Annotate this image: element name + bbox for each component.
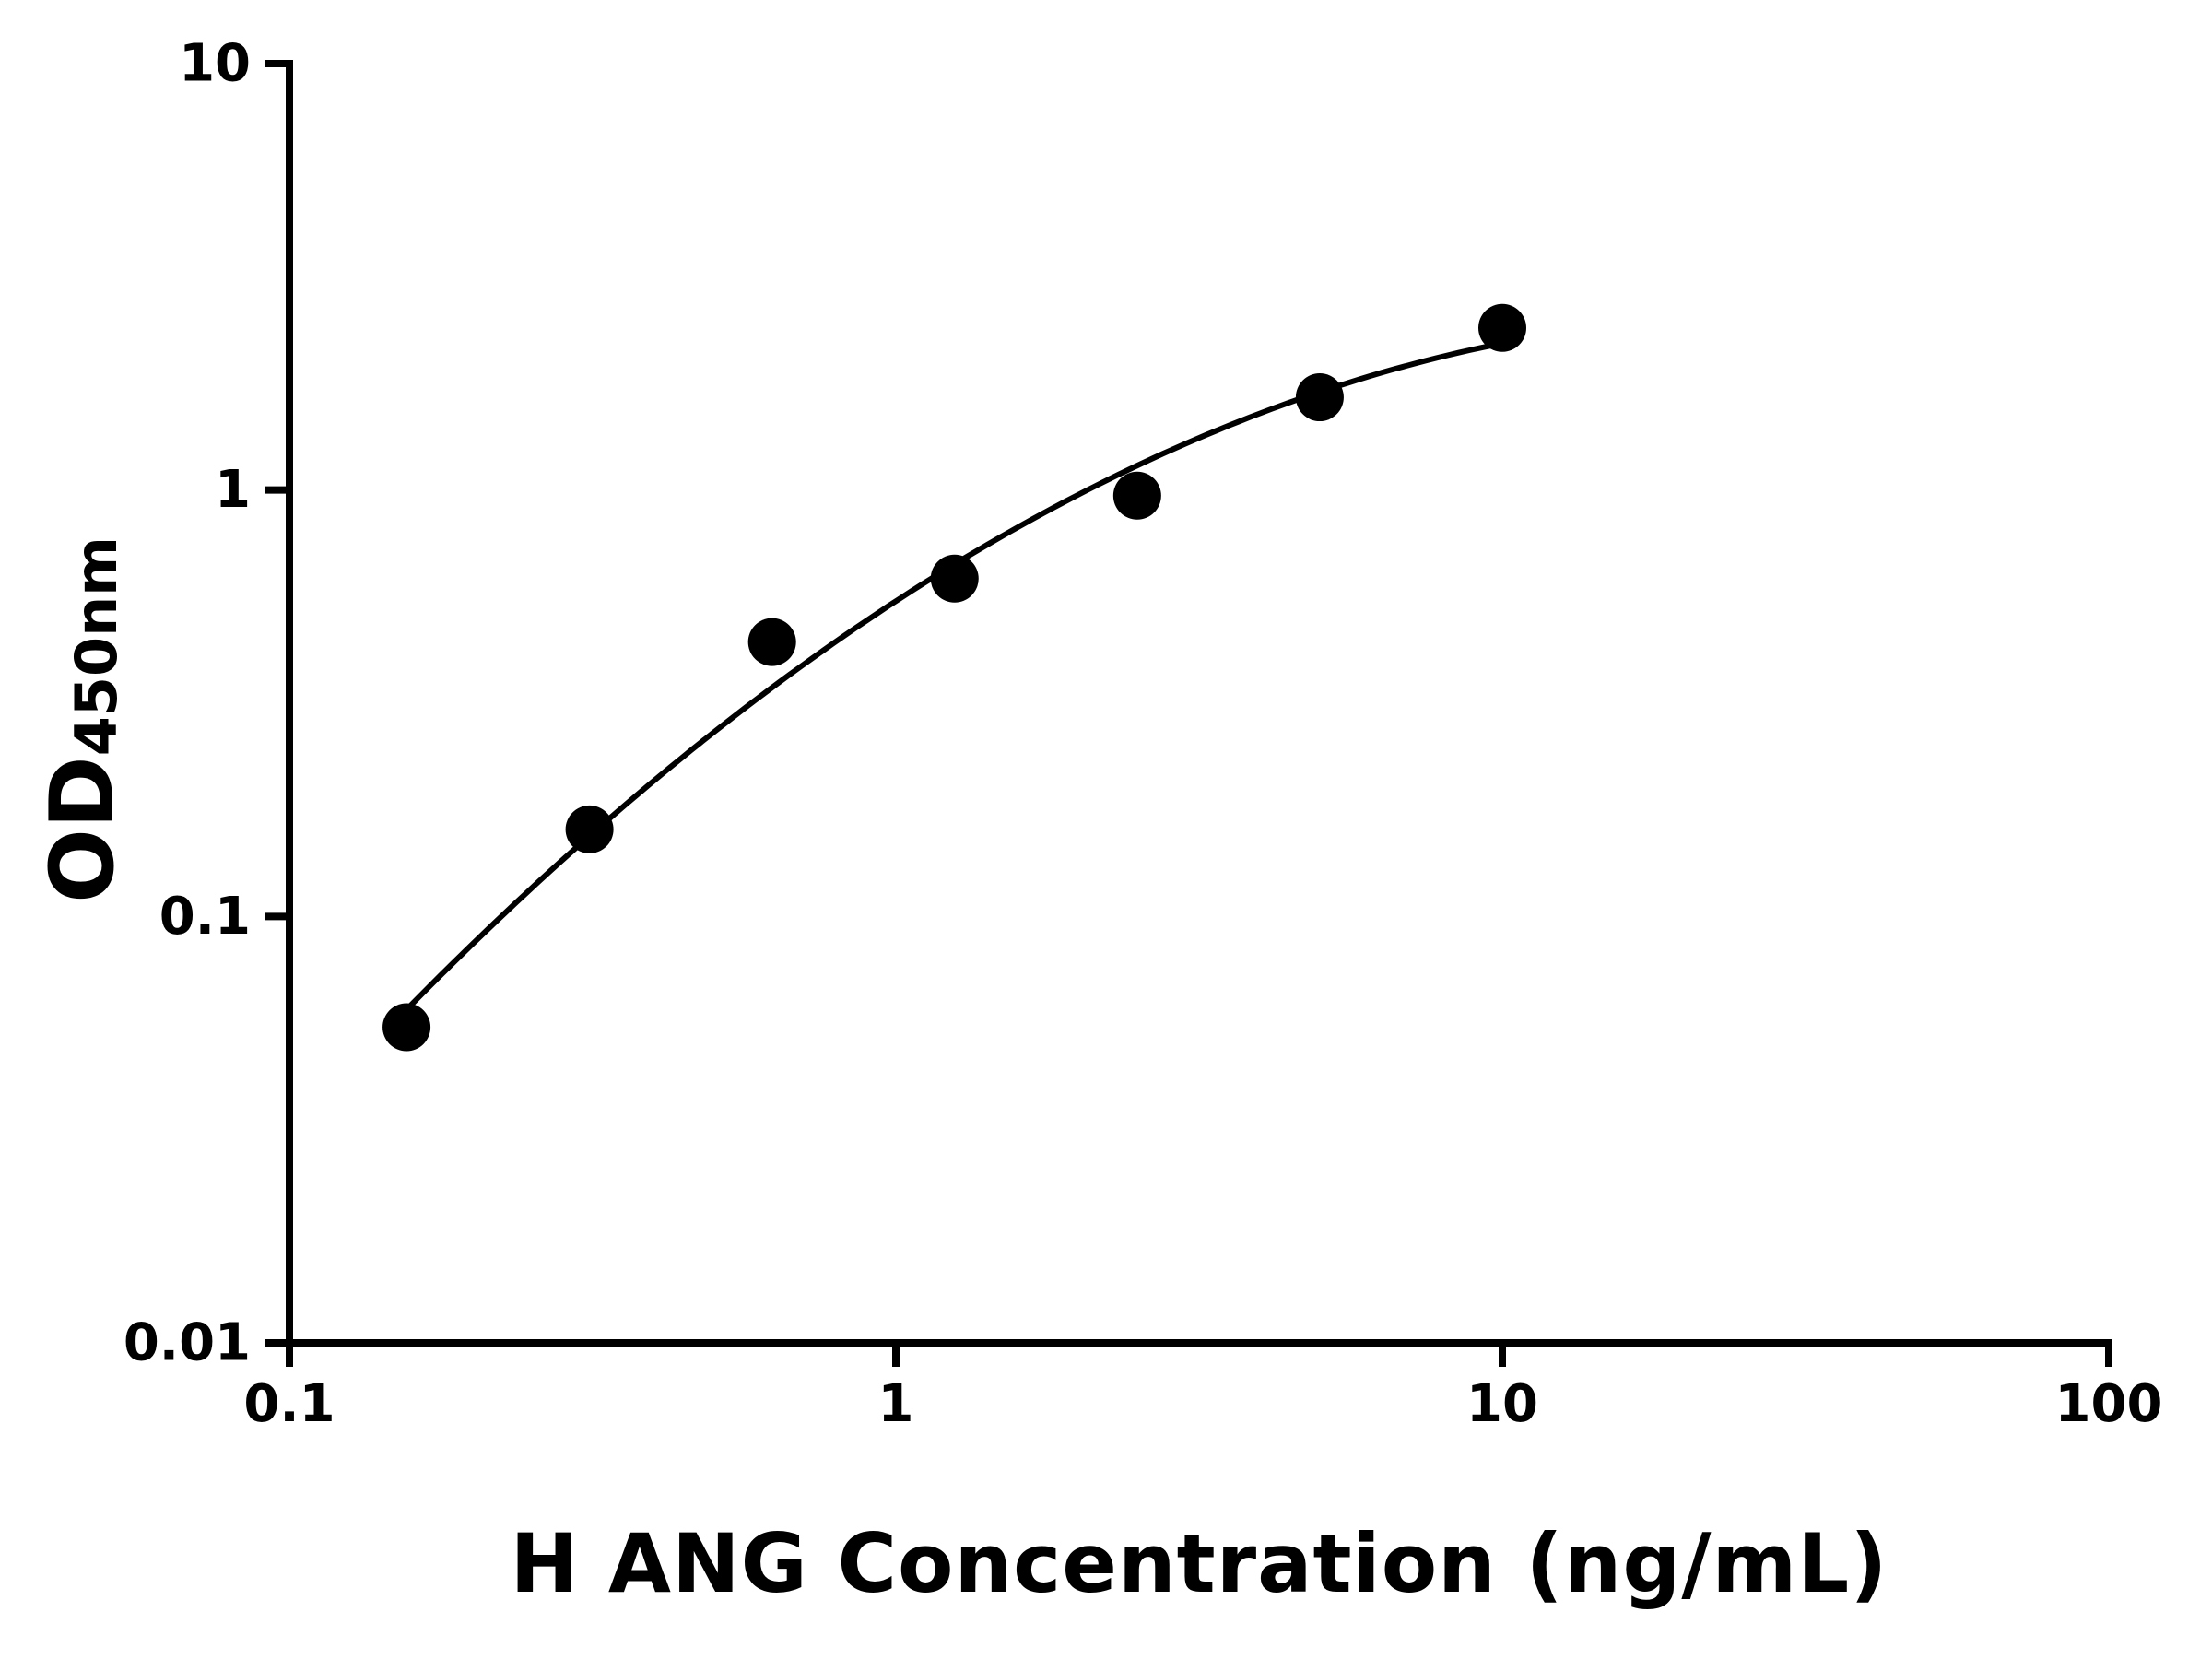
fit-curve-line (404, 340, 1505, 1013)
x-axis-title: H ANG Concentration (ng/mL) (510, 1516, 1888, 1611)
y-tick-label: 10 (179, 34, 251, 94)
y-tick-label: 0.1 (159, 887, 251, 947)
x-tick-label: 1 (878, 1374, 914, 1434)
y-tick-label: 0.01 (124, 1313, 251, 1373)
y-axis-title-subscript: 450nm (63, 536, 131, 757)
x-tick-label: 0.1 (243, 1374, 335, 1434)
y-tick-label: 1 (215, 460, 251, 520)
y-axis-title-main: OD (32, 756, 134, 903)
x-tick-label: 100 (2055, 1374, 2163, 1434)
data-point (747, 618, 796, 666)
axis-spine (286, 60, 2112, 1347)
data-point (1478, 303, 1526, 352)
x-tick-label: 10 (1466, 1374, 1538, 1434)
y-axis-title: OD450nm (32, 536, 134, 903)
data-point (1295, 373, 1344, 422)
data-point (1112, 471, 1161, 520)
data-point (382, 1003, 431, 1052)
data-point (930, 554, 979, 603)
data-point (565, 805, 614, 853)
